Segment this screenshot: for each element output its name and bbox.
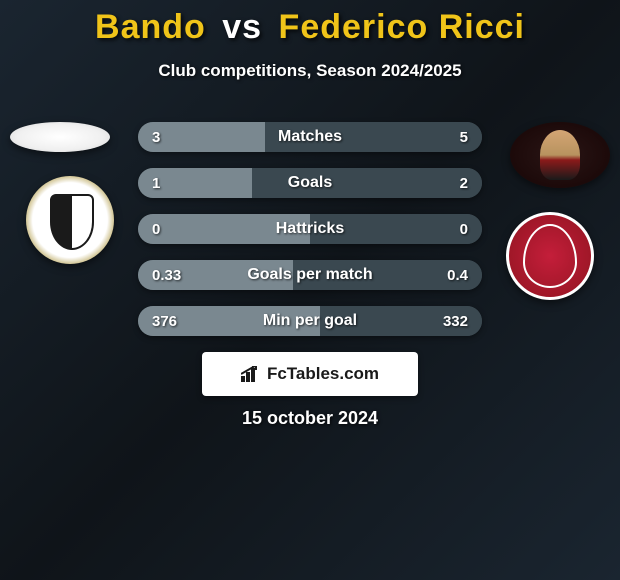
stat-label: Goals (138, 174, 482, 192)
perugia-crest-icon (506, 212, 594, 300)
stat-row: 0.330.4Goals per match (138, 260, 482, 290)
source-badge: FcTables.com (202, 352, 418, 396)
player2-club-crest (500, 212, 600, 300)
vs-separator: vs (222, 8, 262, 46)
comparison-card: Bando vs Federico Ricci Club competition… (0, 0, 620, 440)
page-title: Bando vs Federico Ricci (0, 0, 620, 47)
stat-label: Goals per match (138, 266, 482, 284)
player2-avatar (510, 122, 610, 188)
player1-name: Bando (95, 8, 206, 46)
stat-row: 12Goals (138, 168, 482, 198)
stats-list: 35Matches 12Goals 00Hattricks 0.330.4Goals … (138, 122, 482, 352)
date-label: 15 october 2024 (0, 408, 620, 429)
source-label: FcTables.com (267, 364, 379, 384)
stat-row: 35Matches (138, 122, 482, 152)
subtitle: Club competitions, Season 2024/2025 (0, 61, 620, 81)
stat-row: 00Hattricks (138, 214, 482, 244)
player2-name: Federico Ricci (279, 8, 525, 46)
ascoli-crest-icon (26, 176, 114, 264)
stat-label: Hattricks (138, 220, 482, 238)
stat-row: 376332Min per goal (138, 306, 482, 336)
stat-label: Min per goal (138, 312, 482, 330)
bars-icon (241, 366, 261, 382)
player1-club-crest (20, 176, 120, 264)
stat-label: Matches (138, 128, 482, 146)
player1-avatar (10, 122, 110, 152)
